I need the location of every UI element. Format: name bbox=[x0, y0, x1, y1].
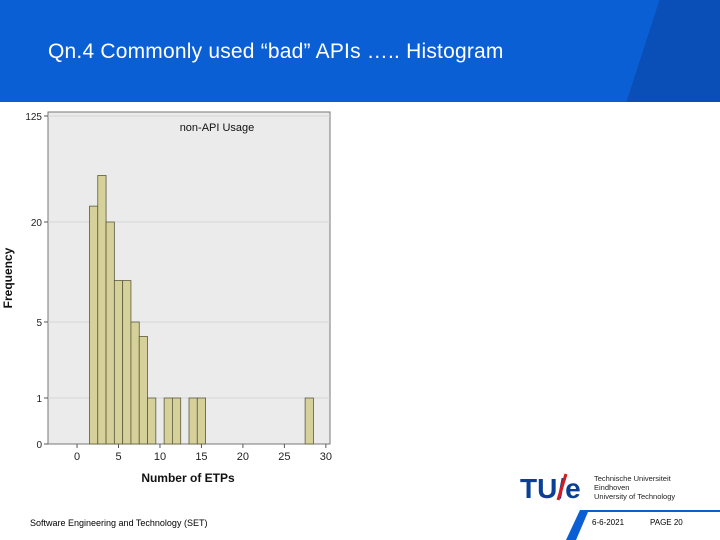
tue-logo: TU/e bbox=[518, 470, 590, 509]
histogram-bar bbox=[89, 205, 99, 445]
chart-title: non-API Usage bbox=[180, 122, 255, 134]
footer-page-number: PAGE 20 bbox=[650, 518, 683, 527]
histogram-bar bbox=[147, 397, 157, 445]
footer-date: 6-6-2021 bbox=[592, 518, 625, 527]
y-tick-label: 0 bbox=[36, 440, 42, 451]
histogram-bar bbox=[172, 397, 182, 445]
histogram-bar bbox=[97, 175, 107, 445]
x-tick-label: 15 bbox=[195, 451, 207, 463]
histogram-bar bbox=[304, 397, 314, 445]
y-ticks: 0 1 5 20 125 bbox=[25, 112, 48, 451]
tue-logo-text: Technische Universiteit Eindhoven Univer… bbox=[594, 474, 675, 501]
logo-line-1: Technische Universiteit bbox=[594, 474, 671, 483]
y-tick-label: 20 bbox=[31, 218, 43, 229]
histogram-bar bbox=[113, 280, 124, 445]
x-tick-label: 20 bbox=[237, 451, 249, 463]
header-stripe bbox=[614, 0, 720, 102]
histogram-bar bbox=[105, 221, 115, 445]
tue-logo-mark: TU/e bbox=[520, 473, 581, 504]
footer-bar-inner bbox=[576, 512, 720, 540]
histogram-bar bbox=[130, 321, 140, 445]
histogram-bar bbox=[122, 280, 132, 445]
y-tick-label: 1 bbox=[36, 394, 42, 405]
y-axis-label: Frequency bbox=[1, 247, 15, 308]
x-ticks: 0 5 10 15 20 25 30 bbox=[74, 444, 332, 463]
histogram-bar bbox=[188, 397, 198, 445]
histogram-bar bbox=[196, 397, 206, 445]
x-tick-label: 25 bbox=[278, 451, 290, 463]
logo-line-2: Eindhoven bbox=[594, 483, 630, 492]
histogram-bar bbox=[138, 336, 148, 445]
y-tick-label: 125 bbox=[25, 112, 42, 123]
histogram-bar bbox=[163, 397, 173, 445]
footer-department: Software Engineering and Technology (SET… bbox=[30, 518, 208, 528]
x-tick-label: 0 bbox=[74, 451, 80, 463]
y-tick-label: 5 bbox=[36, 318, 42, 329]
histogram-bars bbox=[89, 175, 314, 445]
x-tick-label: 5 bbox=[115, 451, 121, 463]
x-tick-label: 10 bbox=[154, 451, 166, 463]
logo-line-3: University of Technology bbox=[594, 492, 676, 501]
x-axis-label: Number of ETPs bbox=[141, 471, 235, 485]
x-tick-label: 30 bbox=[320, 451, 332, 463]
slide-header: Qn.4 Commonly used “bad” APIs ….. Histog… bbox=[0, 0, 720, 102]
slide-title: Qn.4 Commonly used “bad” APIs ….. Histog… bbox=[48, 40, 504, 63]
